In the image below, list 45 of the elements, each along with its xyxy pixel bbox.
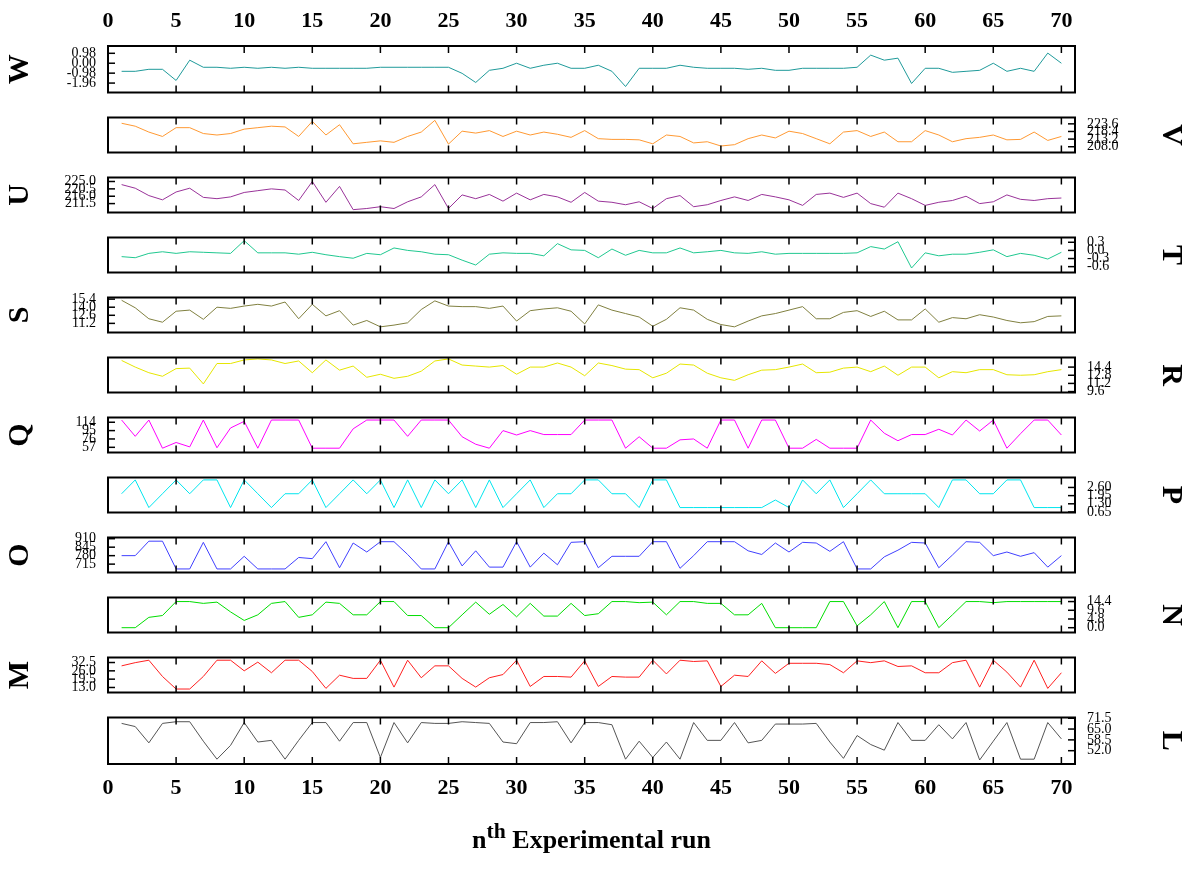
y-axis-title: M [0, 660, 34, 690]
x-tick-label: 25 [437, 773, 460, 799]
y-axis-title: W [0, 54, 34, 85]
y2-axis-title: N [1157, 604, 1191, 627]
x2-tick-label: 60 [914, 7, 937, 33]
y-axis-title: S [0, 306, 34, 324]
x-tick-label: 50 [777, 773, 800, 799]
x2-tick-label: 0 [102, 7, 114, 33]
x2-tick-label: 35 [573, 7, 596, 33]
x2-tick-label: 10 [233, 7, 256, 33]
x2-tick-label: 15 [301, 7, 324, 33]
x-tick-label: 65 [982, 773, 1005, 799]
x-axis-title: n$^{th}$ Experimental run [471, 819, 712, 855]
y-axis-title: O [0, 543, 34, 567]
x2-tick-label: 25 [437, 7, 460, 33]
x2-tick-label: 30 [505, 7, 528, 33]
x2-tick-label: 45 [709, 7, 732, 33]
x2-tick-label: 20 [369, 7, 392, 33]
x2-tick-label: 65 [982, 7, 1005, 33]
y2-axis-title: V [1157, 124, 1191, 147]
x2-tick-label: 50 [777, 7, 800, 33]
x-tick-label: 5 [170, 773, 182, 799]
x-tick-label: 60 [914, 773, 937, 799]
x2-tick-label: 5 [170, 7, 182, 33]
x-tick-label: 55 [846, 773, 869, 799]
x-tick-label: 45 [709, 773, 732, 799]
y2-axis-title: R [1157, 364, 1191, 387]
x-tick-label: 35 [573, 773, 596, 799]
x-tick-label: 0 [102, 773, 114, 799]
y-axis-title: Q [0, 423, 34, 447]
y2-axis-title: P [1157, 485, 1191, 505]
x2-tick-label: 40 [641, 7, 664, 33]
x-tick-label: 10 [233, 773, 256, 799]
y2-tick-label: 52.0 [1087, 742, 1112, 758]
x-tick-label: 15 [301, 773, 324, 799]
y2-tick-label: 71.5 [1087, 709, 1112, 725]
y2-axis-title: L [1157, 730, 1191, 751]
x-tick-label: 70 [1050, 773, 1073, 799]
x2-tick-label: 55 [846, 7, 869, 33]
x-tick-label: 30 [505, 773, 528, 799]
y2-axis-title: T [1157, 244, 1191, 266]
x-tick-label: 40 [641, 773, 664, 799]
y-axis-title: U [0, 184, 34, 206]
x-tick-label: 20 [369, 773, 392, 799]
x2-tick-label: 70 [1050, 7, 1073, 33]
